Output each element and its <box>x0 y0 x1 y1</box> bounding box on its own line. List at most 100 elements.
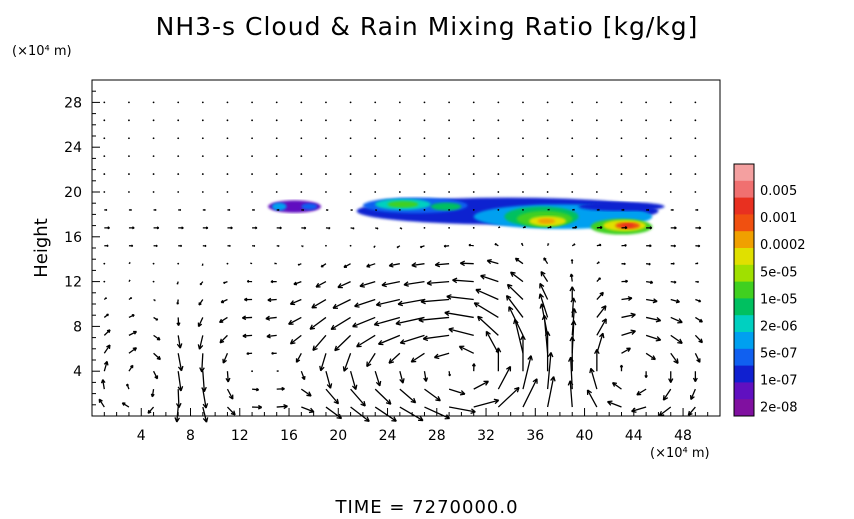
wind-vector <box>645 191 648 193</box>
wind-vector <box>571 137 574 140</box>
colorbar-swatch <box>734 281 754 299</box>
wind-vector <box>128 296 133 301</box>
cloud-contour <box>430 202 462 211</box>
x-tick-label: 4 <box>137 428 146 444</box>
wind-vector <box>297 263 302 266</box>
wind-vector <box>595 101 598 104</box>
wind-vector <box>522 378 538 408</box>
cloud-contour <box>301 203 318 210</box>
cloud-layer <box>268 197 665 235</box>
wind-vector <box>315 281 327 288</box>
wind-vector <box>342 353 352 372</box>
wind-vector <box>374 119 377 122</box>
wind-vector <box>669 155 672 158</box>
wind-vector <box>695 262 699 265</box>
wind-vector <box>128 101 130 104</box>
colorbar: 0.005 0.001 0.0002 5e-05 1e-05 2e-06 5e-07 1e-0… <box>733 163 806 417</box>
wind-vector <box>121 402 130 408</box>
wind-vector <box>375 209 378 212</box>
wind-vector <box>619 364 624 372</box>
wind-vector <box>670 280 677 284</box>
wind-vector <box>275 119 278 122</box>
x-tick-label: 16 <box>280 428 298 444</box>
cloud-contour <box>621 223 634 228</box>
y-axis-label: Height <box>31 218 52 278</box>
wind-vector <box>694 334 703 344</box>
wind-vector <box>522 355 533 390</box>
wind-vector <box>178 208 182 211</box>
wind-vector <box>468 243 474 247</box>
wind-vector <box>128 226 135 230</box>
wind-vector <box>252 404 263 410</box>
wind-vector <box>103 360 109 372</box>
wind-vector <box>670 244 677 248</box>
wind-vector <box>596 261 600 265</box>
wind-vector <box>373 245 376 249</box>
wind-vector <box>540 270 549 282</box>
wind-vector <box>621 329 636 336</box>
wind-vector <box>202 208 206 211</box>
wind-vector <box>128 244 134 248</box>
wind-vector <box>611 382 622 390</box>
wind-vector <box>251 191 253 193</box>
wind-vector <box>103 280 106 283</box>
wind-vector <box>175 389 182 409</box>
wind-vector <box>104 208 108 211</box>
wind-vector <box>497 226 501 229</box>
wind-vector <box>522 209 524 211</box>
chart-title: NH3-s Cloud & Rain Mixing Ratio [kg/kg] <box>155 12 699 41</box>
wind-vector <box>486 258 499 265</box>
colorbar-label: 5e-07 <box>760 346 798 361</box>
wind-vector <box>448 388 466 396</box>
wind-vector <box>201 137 204 140</box>
colorbar-swatch <box>734 197 754 215</box>
wind-vector <box>472 137 475 140</box>
cloud-contour <box>387 200 419 208</box>
wind-vector <box>644 371 648 378</box>
wind-vector <box>176 281 179 285</box>
wind-vector <box>177 155 180 158</box>
wind-vector <box>325 209 329 212</box>
x-tick-label: 36 <box>526 428 544 444</box>
y-tick-label: 28 <box>64 95 82 111</box>
wind-vector <box>320 263 327 268</box>
wind-vector <box>150 389 155 398</box>
wind-vector <box>176 335 183 349</box>
wind-vector <box>433 352 450 360</box>
colorbar-swatch <box>734 332 754 350</box>
wind-vector <box>276 386 285 391</box>
wind-vector <box>153 334 161 341</box>
wind-vector <box>636 388 647 396</box>
wind-vector <box>452 277 474 284</box>
wind-vector <box>472 119 475 122</box>
wind-vector <box>349 244 352 247</box>
wind-vector <box>325 406 343 420</box>
wind-vector <box>199 281 204 286</box>
wind-vector <box>176 317 181 326</box>
colorbar-swatch <box>734 298 754 316</box>
wind-vector <box>177 119 180 122</box>
wind-vector <box>104 226 110 230</box>
wind-vector <box>595 155 598 158</box>
wind-vector <box>411 262 425 268</box>
wind-vector <box>570 259 574 264</box>
wind-vector <box>128 208 132 211</box>
wind-vector <box>381 280 400 288</box>
wind-vector <box>506 283 524 300</box>
wind-vector <box>374 388 392 405</box>
colorbar-label: 0.001 <box>760 211 797 226</box>
wind-vector <box>350 406 370 423</box>
wind-vector <box>398 173 401 175</box>
wind-vector <box>227 244 231 248</box>
colorbar-label: 2e-06 <box>760 319 798 334</box>
wind-vector <box>349 137 352 140</box>
wind-vector <box>349 119 352 122</box>
wind-vector <box>337 281 351 289</box>
wind-vector <box>646 262 651 266</box>
wind-vector <box>620 119 623 122</box>
wind-vector <box>621 312 636 319</box>
wind-vector <box>444 310 474 319</box>
wind-vector <box>448 119 450 122</box>
wind-vector <box>325 371 333 389</box>
wind-vector <box>325 155 327 158</box>
